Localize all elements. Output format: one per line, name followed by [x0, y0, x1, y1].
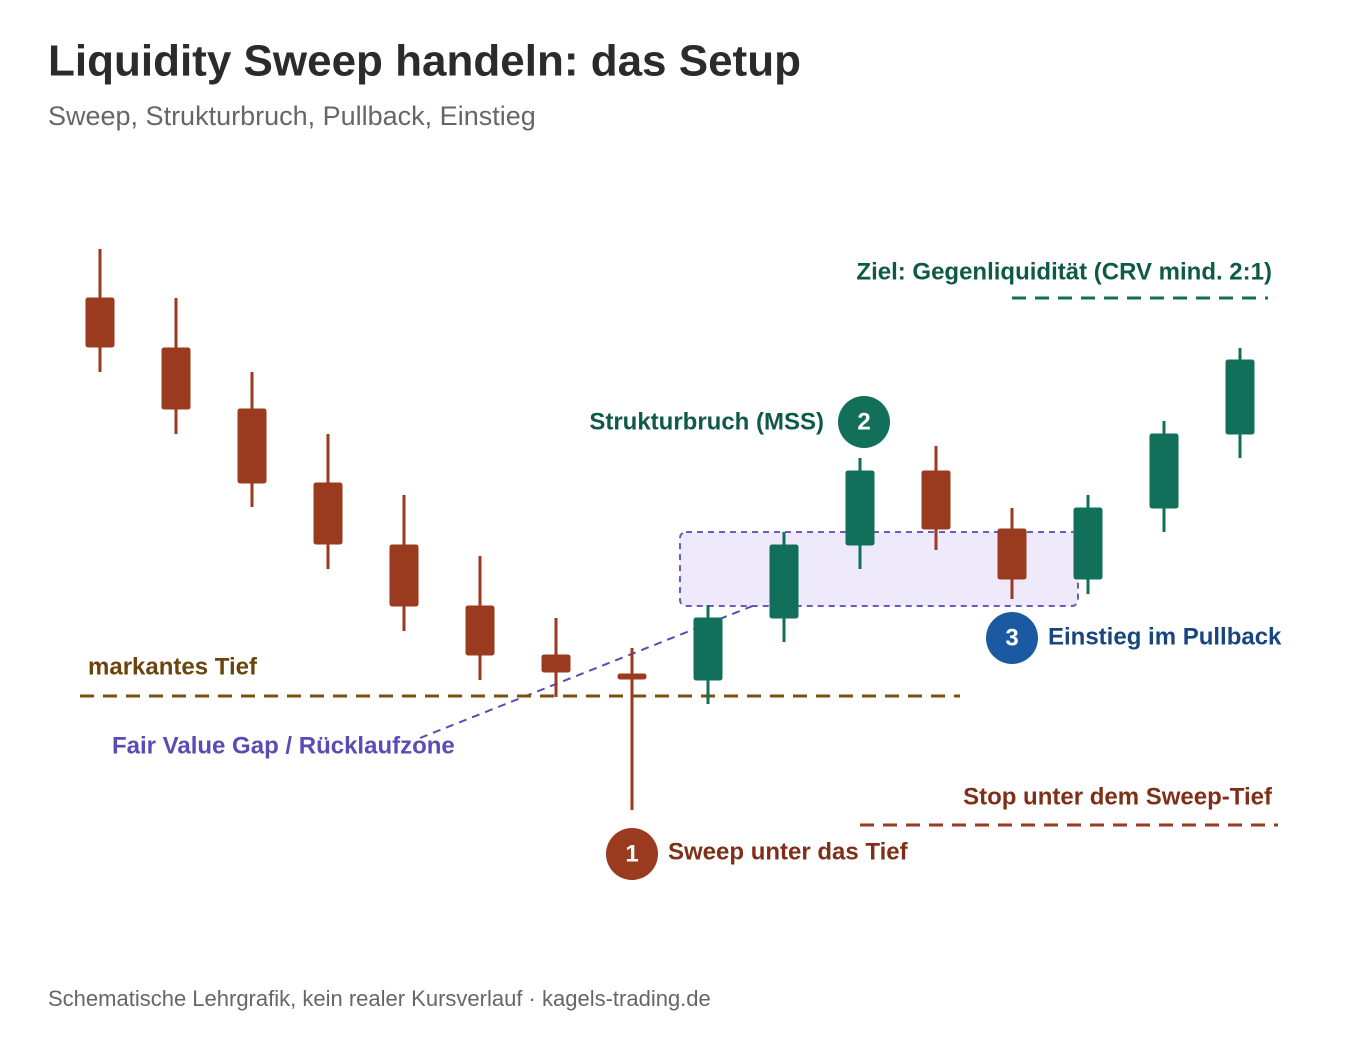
candle: [1073, 495, 1103, 594]
subtitle: Sweep, Strukturbruch, Pullback, Einstieg: [48, 101, 536, 131]
title: Liquidity Sweep handeln: das Setup: [48, 37, 801, 86]
low-label: markantes Tief: [88, 653, 258, 680]
candle: [389, 495, 419, 631]
step-badge: [986, 612, 1038, 664]
candle: [997, 508, 1027, 599]
footer: Schematische Lehrgrafik, kein realer Kur…: [48, 986, 711, 1011]
entry-label: Einstieg im Pullback: [1048, 623, 1282, 650]
candle: [85, 249, 115, 372]
sweep-label: Sweep unter das Tief: [668, 838, 909, 865]
step-number: 2: [857, 408, 870, 435]
step-number: 1: [625, 840, 638, 867]
candle: [237, 372, 267, 507]
candle: [693, 605, 723, 704]
candle: [161, 298, 191, 434]
candle: [769, 532, 799, 642]
step-badge: [606, 828, 658, 880]
stop-label: Stop unter dem Sweep-Tief: [963, 783, 1273, 810]
candle: [541, 618, 571, 697]
candle: [1149, 421, 1179, 532]
candle: [921, 446, 951, 550]
candle: [465, 556, 495, 680]
candle: [617, 648, 647, 810]
candle: [313, 434, 343, 569]
target-label: Ziel: Gegenliquidität (CRV mind. 2:1): [856, 258, 1272, 285]
fvg-label: Fair Value Gap / Rücklaufzone: [112, 732, 455, 759]
step-badge: [838, 396, 890, 448]
candle: [845, 458, 875, 569]
candle: [1225, 348, 1255, 458]
step-number: 3: [1005, 624, 1018, 651]
mss-label: Strukturbruch (MSS): [589, 408, 824, 435]
